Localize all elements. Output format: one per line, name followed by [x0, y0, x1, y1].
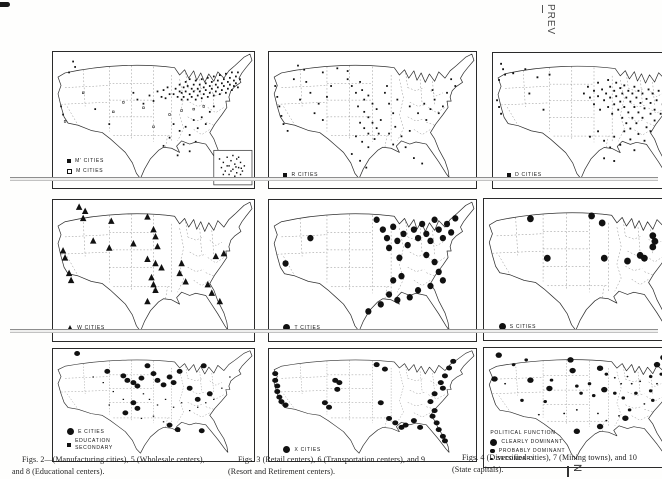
legend-item: T CITIES — [283, 324, 321, 332]
legend-label: M CITIES — [76, 168, 104, 175]
legend-title: POLITICAL FUNCTION — [490, 429, 556, 436]
legend-item: PROBABLY DOMINANT — [490, 448, 565, 454]
row-divider — [10, 329, 658, 333]
us-dot-map-fig2-manufacturing: M' CITIES M CITIES — [52, 51, 255, 189]
dot-small-marker-icon — [490, 457, 493, 461]
us-dot-map-fig7-mining: S CITIES — [483, 198, 662, 341]
map-legend: W CITIES — [67, 324, 105, 332]
map-legend: E CITIES EDUCATION SECONDARY — [67, 428, 113, 451]
map-legend: D CITIES — [507, 172, 542, 178]
map-legend: T CITIES — [283, 324, 321, 332]
legend-label: T CITIES — [294, 324, 321, 331]
legend-item: M' CITIES — [67, 158, 104, 164]
square-open-marker-icon — [67, 168, 73, 174]
us-map-svg — [488, 212, 662, 331]
dot-large-marker-icon — [490, 438, 498, 446]
row-divider — [10, 177, 658, 181]
legend-label: X CITIES — [294, 446, 321, 453]
dot-large-marker-icon — [67, 428, 75, 436]
square-marker-icon — [507, 173, 512, 178]
us-map-svg — [273, 201, 475, 332]
us-map-svg — [272, 350, 475, 454]
us-dot-map-fig4-diversified: D CITIES — [492, 52, 662, 189]
legend-label: D CITIES — [515, 172, 542, 179]
legend-label: PROBABLY DOMINANT — [498, 447, 566, 454]
figure-caption-right: Figs. 4 (Diversified cities), 7 (Mining … — [452, 453, 637, 474]
us-dot-map-fig8-educational: E CITIES EDUCATION SECONDARY — [52, 348, 255, 462]
us-dot-map-fig10-state-capitals: POLITICAL FUNCTION CLEARLY DOMINANT PROBAB… — [483, 347, 662, 468]
us-map-svg — [57, 350, 253, 454]
nav-prev-link[interactable]: PREV — [545, 4, 556, 36]
legend-label: W CITIES — [77, 324, 105, 331]
legend-item: M CITIES — [67, 168, 104, 174]
dot-large-marker-icon — [498, 323, 506, 331]
square-marker-icon — [283, 173, 288, 178]
legend-item: E CITIES — [67, 428, 113, 436]
nav-next-link[interactable]: N — [571, 464, 583, 473]
legend-label: SECONDARY — [496, 456, 535, 462]
figure-caption-left: Figs. 2—(Manufacturing cities), 5 (Whole… — [12, 455, 205, 476]
scan-edge-artifact — [0, 2, 10, 7]
map-legend: M' CITIES M CITIES — [67, 158, 104, 175]
nav-prev-underline — [542, 5, 543, 13]
us-map-svg — [488, 352, 662, 460]
legend-label: S CITIES — [509, 323, 537, 330]
legend-item: EDUCATION SECONDARY — [67, 438, 113, 451]
us-map-svg — [273, 53, 475, 179]
legend-label: M' CITIES — [75, 157, 104, 164]
dot-medium-marker-icon — [490, 448, 495, 454]
square-marker-icon — [67, 442, 72, 447]
us-dot-map-fig6-transportation: T CITIES — [268, 199, 477, 342]
us-map-svg — [496, 62, 662, 180]
square-marker-icon — [67, 159, 72, 164]
map-legend: S CITIES — [498, 323, 537, 331]
map-legend: POLITICAL FUNCTION CLEARLY DOMINANT PROBAB… — [490, 430, 565, 463]
map-legend: R CITIES — [283, 172, 318, 178]
map-legend: X CITIES — [283, 446, 321, 454]
us-dot-map-fig9-resort: X CITIES — [268, 348, 477, 462]
legend-item: X CITIES — [283, 446, 321, 454]
legend-label: CLEARLY DOMINANT — [501, 439, 563, 446]
dot-large-marker-icon — [283, 446, 291, 454]
nav-next-underline — [567, 466, 569, 477]
legend-item: R CITIES — [283, 172, 318, 178]
legend-item: S CITIES — [498, 323, 537, 331]
figure-caption-middle: Figs. 3 (Retail centers), 6 (Transportat… — [228, 455, 426, 476]
legend-item: D CITIES — [507, 172, 542, 178]
legend-label: R CITIES — [291, 172, 319, 179]
us-map-svg — [57, 201, 253, 332]
legend-item: CLEARLY DOMINANT — [490, 438, 565, 446]
legend-item: W CITIES — [67, 324, 105, 332]
us-dot-map-fig3-retail: R CITIES — [268, 51, 477, 189]
triangle-marker-icon — [67, 325, 74, 332]
legend-label: E CITIES — [78, 428, 105, 435]
us-dot-map-fig5-wholesale: W CITIES — [52, 199, 255, 342]
legend-label: EDUCATION SECONDARY — [75, 438, 113, 451]
legend-item: SECONDARY — [490, 456, 565, 462]
dot-large-marker-icon — [283, 324, 291, 332]
